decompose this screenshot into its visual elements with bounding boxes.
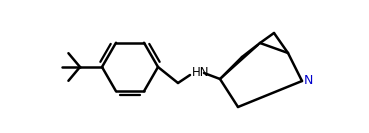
Text: HN: HN [192, 66, 210, 80]
Text: N: N [304, 74, 313, 88]
